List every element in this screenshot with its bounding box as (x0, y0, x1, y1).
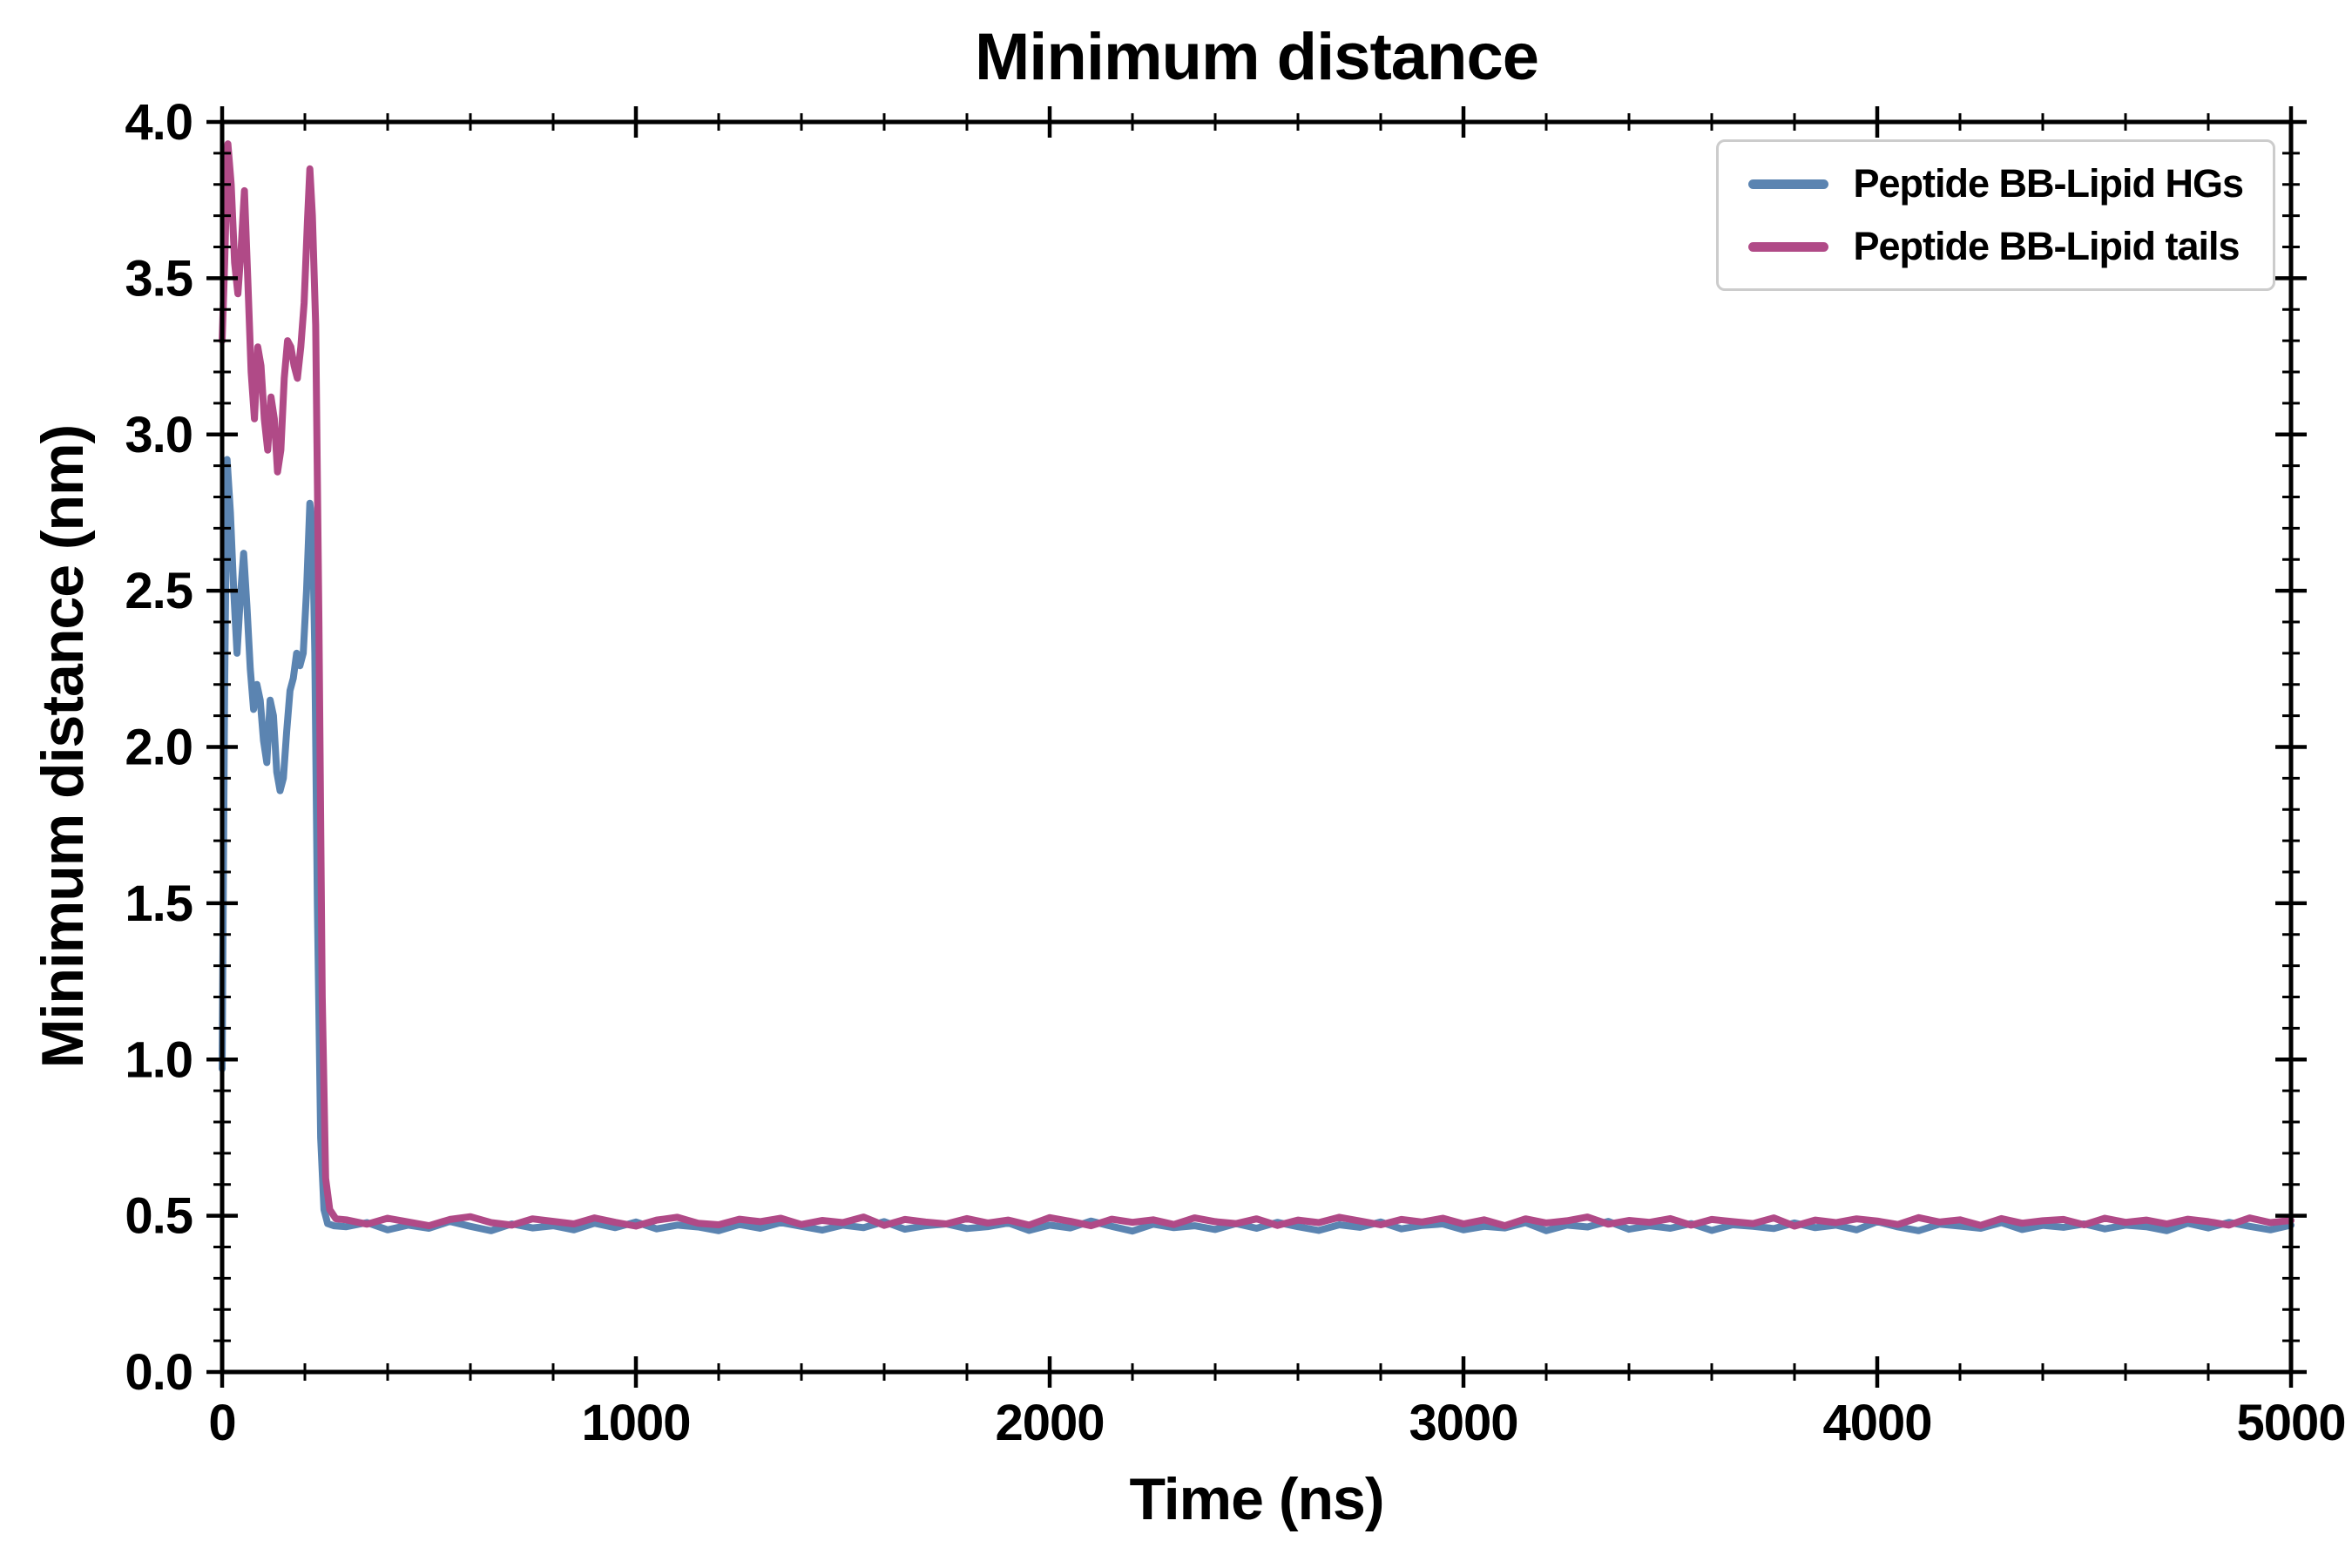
y-tick-label: 3.0 (125, 407, 193, 463)
x-axis-label: Time (ns) (1129, 1466, 1384, 1532)
x-tick-label: 4000 (1822, 1395, 1931, 1451)
y-tick-label: 4.0 (125, 94, 193, 151)
series-line-0 (219, 456, 2295, 1235)
legend-swatch-tails (1748, 241, 1829, 252)
y-tick-label: 0.0 (125, 1344, 193, 1401)
x-tick-label: 2000 (995, 1395, 1104, 1451)
x-tick-label: 0 (208, 1395, 235, 1451)
y-tick-label: 1.5 (125, 875, 193, 932)
chart-title: Minimum distance (975, 20, 1539, 94)
series-line-1 (219, 140, 2295, 1230)
y-axis-label: Minimum distance (nm) (30, 424, 96, 1069)
y-tick-label: 0.5 (125, 1188, 193, 1245)
x-tick-label: 1000 (581, 1395, 690, 1451)
x-tick-label: 5000 (2236, 1395, 2345, 1451)
y-tick-label: 2.5 (125, 563, 193, 619)
x-tick-label: 3000 (1409, 1395, 1517, 1451)
legend-label-hgs: Peptide BB-Lipid HGs (1853, 161, 2244, 206)
y-tick-label: 3.5 (125, 250, 193, 307)
legend: Peptide BB-Lipid HGs Peptide BB-Lipid ta… (1716, 139, 2275, 291)
y-tick-label: 2.0 (125, 720, 193, 776)
legend-label-tails: Peptide BB-Lipid tails (1853, 224, 2240, 268)
legend-entry-hgs: Peptide BB-Lipid HGs (1748, 161, 2244, 206)
y-tick-label: 1.0 (125, 1031, 193, 1088)
plot-frame (220, 119, 2294, 1375)
legend-swatch-hgs (1748, 179, 1829, 189)
legend-entry-tails: Peptide BB-Lipid tails (1748, 224, 2243, 269)
